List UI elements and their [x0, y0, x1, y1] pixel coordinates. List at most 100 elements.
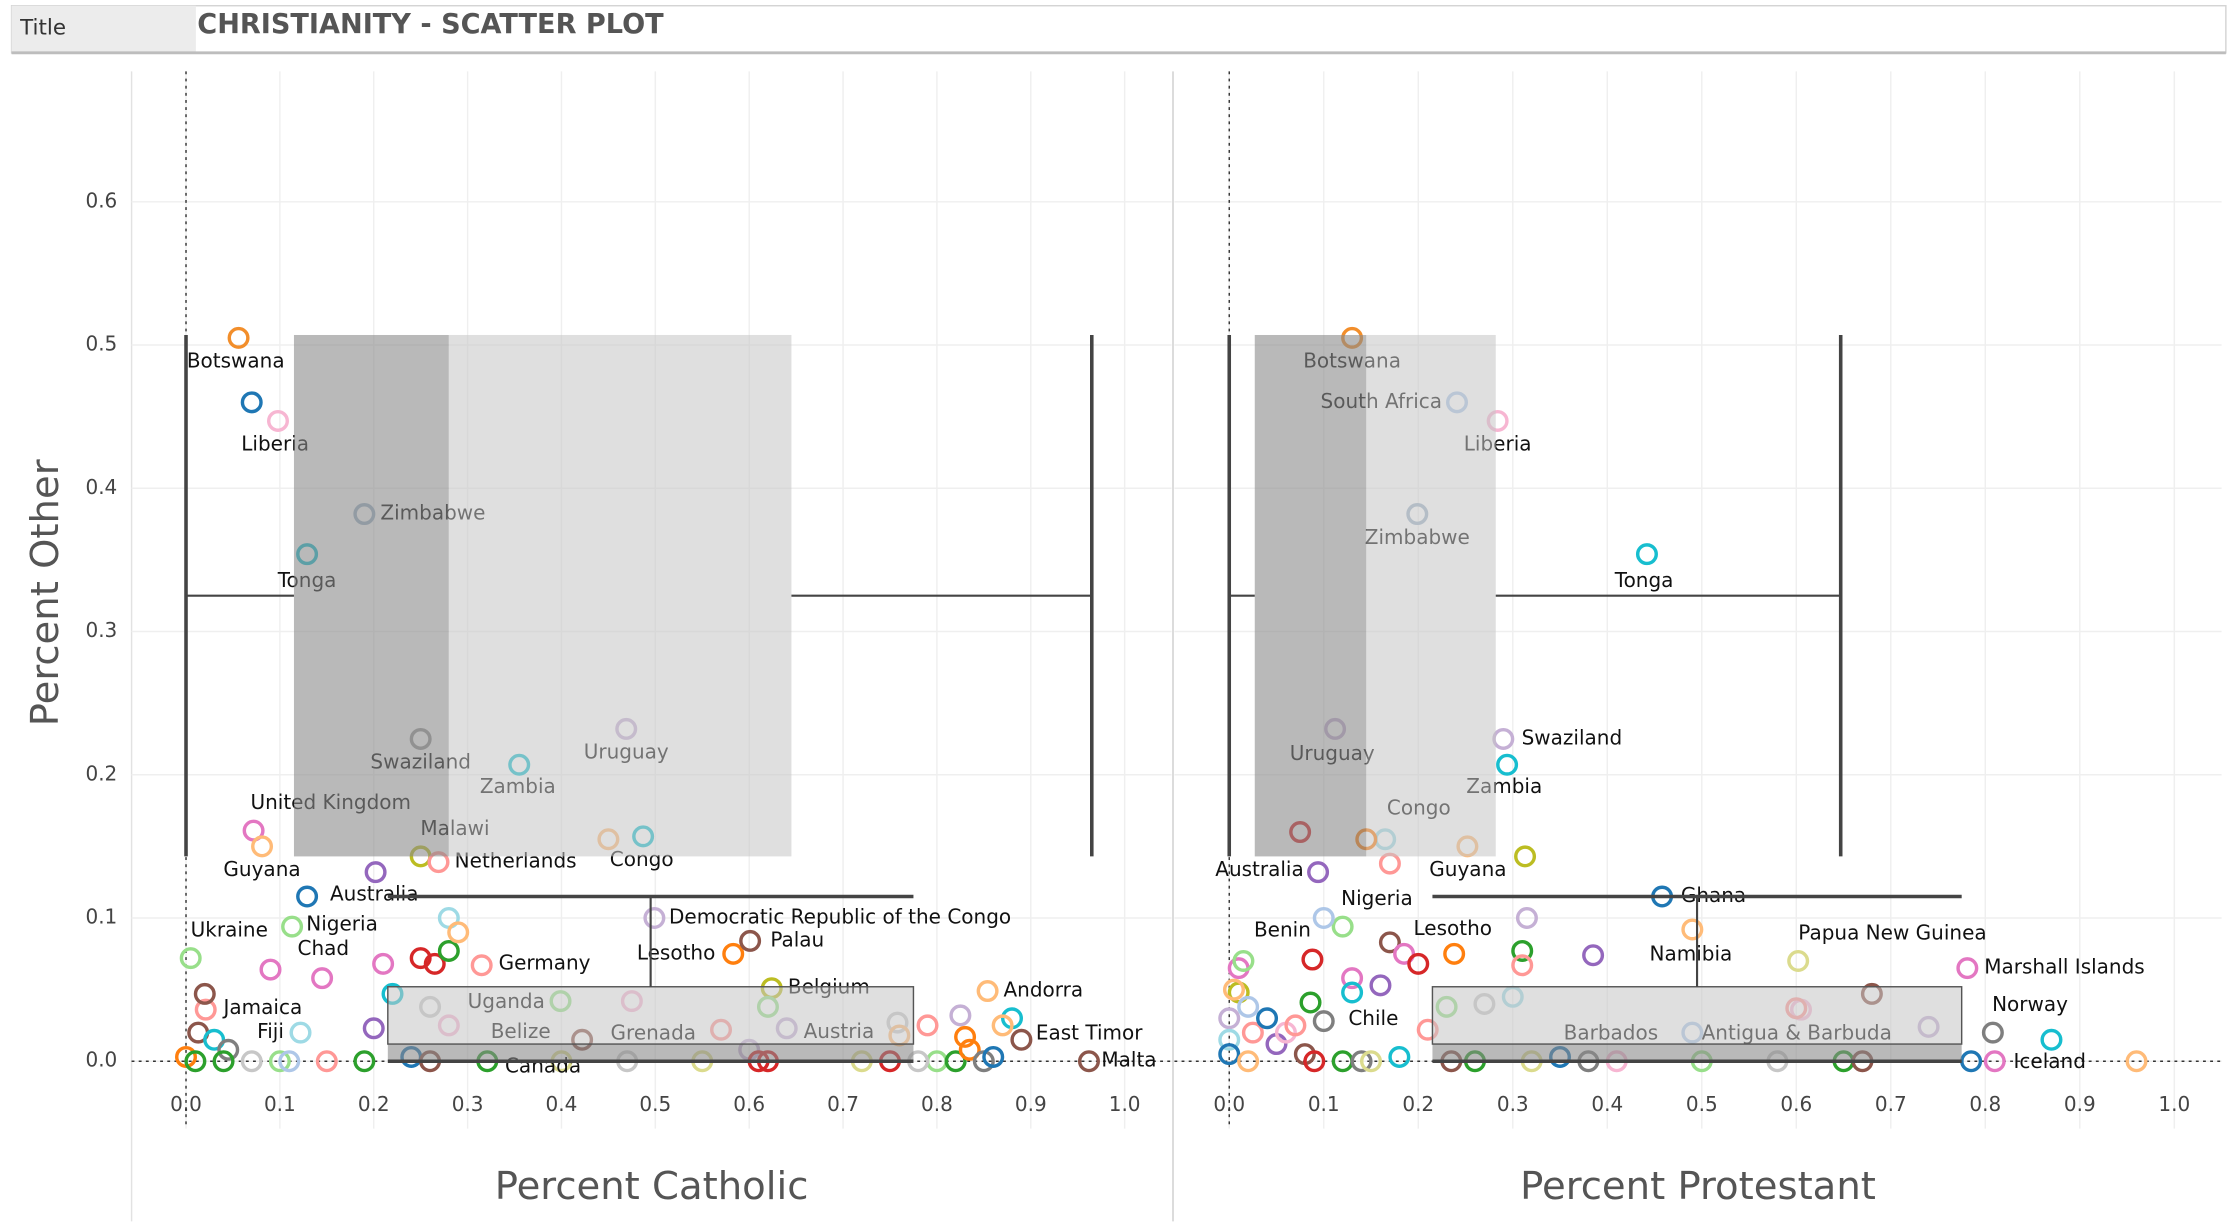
x-tick-label: 0.3 [1497, 1092, 1529, 1116]
data-point [194, 998, 217, 1021]
data-point [409, 947, 432, 970]
x-tick-label: 0.4 [546, 1092, 578, 1116]
y-tick-label: 0.1 [85, 905, 117, 929]
point-label: Lesotho [637, 940, 716, 964]
data-point [437, 939, 460, 962]
data-point [203, 1028, 226, 1051]
data-point [1582, 944, 1605, 967]
data-point [1514, 845, 1537, 868]
x-tick-label: 0.9 [2064, 1092, 2096, 1116]
data-point [1218, 1007, 1241, 1030]
data-point [739, 929, 762, 952]
data-point [958, 1038, 981, 1061]
data-point [1960, 1050, 1983, 1073]
x-tick-label: 0.7 [827, 1092, 859, 1116]
box-upper [1366, 334, 1496, 857]
data-point [1312, 1010, 1335, 1033]
data-point [1303, 1050, 1326, 1073]
x-tick-label: 0.5 [639, 1092, 671, 1116]
data-point [1360, 1050, 1383, 1073]
point-label: Tonga [1614, 568, 1674, 592]
data-point [1635, 543, 1658, 566]
data-point [1312, 907, 1335, 930]
data-point [281, 915, 304, 938]
point-label: Palau [770, 927, 824, 951]
x-tick-label: 0.2 [358, 1092, 390, 1116]
data-point [1307, 861, 1330, 884]
data-point [954, 1025, 977, 1048]
point-label: Australia [330, 882, 418, 906]
data-point [1511, 954, 1534, 977]
data-point [1407, 952, 1430, 975]
box-upper [448, 334, 792, 857]
point-label: East Timor [1036, 1020, 1143, 1044]
data-point [447, 921, 470, 944]
data-point [1284, 1014, 1307, 1037]
data-point [1496, 753, 1519, 776]
point-label: Australia [1215, 857, 1303, 881]
data-point [289, 1021, 312, 1044]
title-bar [10, 4, 2227, 54]
data-point [1787, 949, 1810, 972]
point-label: Iceland [2014, 1049, 2086, 1073]
data-point [722, 942, 745, 965]
point-label: Marshall Islands [1984, 955, 2144, 979]
point-label: Chad [298, 936, 350, 960]
data-point [1681, 918, 1704, 941]
box-upper [1431, 986, 1963, 1045]
data-point [2040, 1028, 2063, 1051]
data-point [315, 1050, 338, 1073]
point-label: Botswana [187, 349, 285, 373]
data-point [1077, 1050, 1100, 1073]
data-point [227, 326, 250, 349]
data-point [1301, 948, 1324, 971]
title-label: Title [19, 16, 66, 41]
box-lower [387, 1044, 914, 1062]
data-point [372, 952, 395, 975]
data-point [1299, 991, 1322, 1014]
data-point [259, 958, 282, 981]
data-point [1218, 1028, 1241, 1051]
x-tick-label: 0.1 [264, 1092, 296, 1116]
data-point [364, 861, 387, 884]
data-point [944, 1050, 967, 1073]
point-label: Benin [1254, 917, 1311, 941]
data-point [1237, 1050, 1260, 1073]
point-label: Germany [499, 950, 591, 974]
point-label: Chile [1348, 1006, 1398, 1030]
data-point [949, 1004, 972, 1027]
data-point [1388, 1045, 1411, 1068]
box-lower [1254, 334, 1367, 857]
data-point [1222, 978, 1245, 1001]
x-tick-label: 0.0 [1213, 1092, 1245, 1116]
data-point [1350, 1050, 1373, 1073]
data-point [311, 967, 334, 990]
data-point [212, 1050, 235, 1073]
point-label: Norway [1992, 992, 2068, 1016]
point-label: Papua New Guinea [1798, 920, 1986, 944]
x-tick-label: 0.5 [1686, 1092, 1718, 1116]
data-point [916, 1014, 939, 1037]
data-point [217, 1038, 240, 1061]
data-point [643, 907, 666, 930]
point-label: Nigeria [1341, 886, 1413, 910]
title-label-box [11, 5, 196, 53]
data-point [1515, 907, 1538, 930]
x-tick-label: 0.6 [1780, 1092, 1812, 1116]
data-point [976, 980, 999, 1003]
box-lower [293, 334, 449, 857]
x-tick-label: 0.9 [1015, 1092, 1047, 1116]
point-label: Fiji [257, 1019, 284, 1043]
point-label: Jamaica [222, 995, 303, 1019]
x-axis-title: Percent Catholic [495, 1164, 809, 1209]
data-point [423, 952, 446, 975]
data-point [1443, 942, 1466, 965]
y-tick-label: 0.3 [85, 618, 117, 642]
x-tick-label: 0.2 [1402, 1092, 1434, 1116]
data-point [1378, 931, 1401, 954]
data-point [1956, 957, 1979, 980]
x-tick-label: 1.0 [1109, 1092, 1141, 1116]
data-point [266, 409, 289, 432]
box-upper [387, 986, 915, 1045]
data-point [2125, 1050, 2148, 1073]
